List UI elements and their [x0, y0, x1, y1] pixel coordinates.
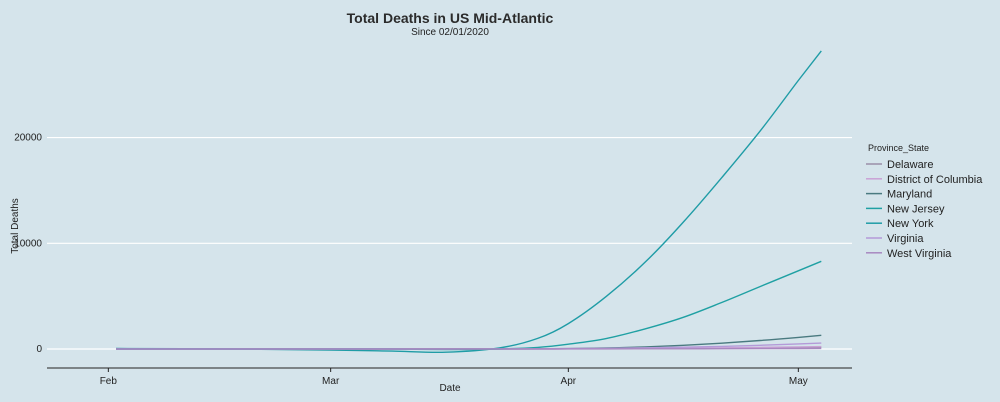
- series-line-west-virginia: [116, 347, 822, 350]
- x-tick-label: May: [789, 376, 808, 387]
- legend-label: Virginia: [887, 233, 924, 245]
- legend-label: New York: [887, 218, 934, 230]
- legend-label: New Jersey: [887, 203, 945, 215]
- series-line-new-york: [115, 50, 822, 354]
- x-tick-label: Mar: [322, 376, 340, 387]
- legend-label: Maryland: [887, 189, 932, 201]
- y-tick-label: 0: [36, 344, 42, 355]
- series-lines: [115, 50, 822, 354]
- x-ticks: Feb Mar Apr May: [100, 368, 808, 387]
- legend: Province_State Delaware District of Colum…: [866, 143, 983, 260]
- chart-title: Total Deaths in US Mid-Atlantic: [347, 10, 554, 26]
- legend-label: West Virginia: [887, 248, 952, 260]
- x-tick-label: Apr: [561, 376, 577, 387]
- y-ticks: 0 10000 20000: [14, 133, 42, 355]
- x-tick-label: Feb: [100, 376, 118, 387]
- y-axis-title: Total Deaths: [10, 198, 21, 254]
- chart-subtitle: Since 02/01/2020: [411, 27, 489, 38]
- y-tick-label: 10000: [14, 238, 42, 249]
- legend-title: Province_State: [868, 143, 929, 153]
- legend-label: District of Columbia: [887, 174, 983, 186]
- legend-label: Delaware: [887, 159, 933, 171]
- x-axis-title: Date: [439, 383, 461, 394]
- y-tick-label: 20000: [14, 133, 42, 144]
